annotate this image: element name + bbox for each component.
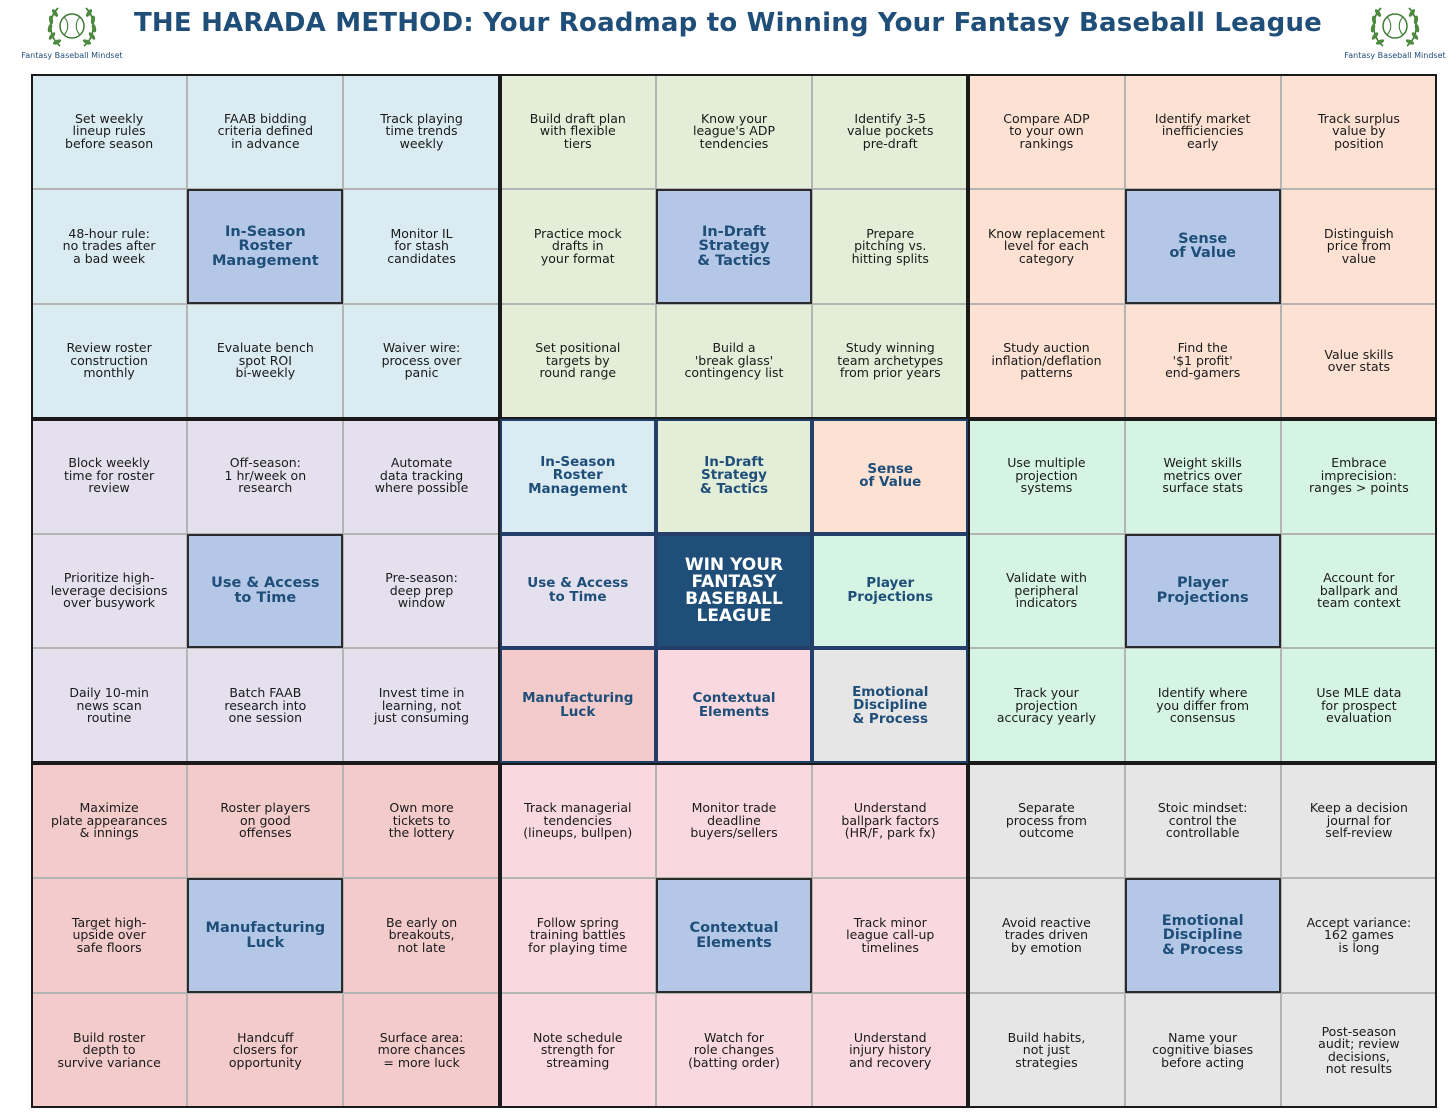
action-cell: Daily 10-min news scan routine <box>31 648 188 764</box>
action-cell: Use multiple projection systems <box>968 418 1125 534</box>
action-cell: Name your cognitive biases before acting <box>1124 993 1281 1108</box>
center-category-cell: Manufacturing Luck <box>499 648 656 764</box>
center-category-cell: Player Projections <box>812 533 969 649</box>
baseball-laurel-icon <box>1370 7 1420 47</box>
page-title: THE HARADA METHOD: Your Roadmap to Winni… <box>133 8 1323 38</box>
action-cell: Weight skills metrics over surface stats <box>1124 418 1281 534</box>
action-cell: Find the '$1 profit' end-gamers <box>1124 303 1281 419</box>
action-cell: Roster players on good offenses <box>187 763 344 879</box>
action-cell: Review roster construction monthly <box>31 303 188 419</box>
action-cell: Identify market inefficiencies early <box>1124 74 1281 189</box>
action-cell: Distinguish price from value <box>1280 188 1437 304</box>
action-cell: Pre-season: deep prep window <box>343 533 500 649</box>
action-cell: Validate with peripheral indicators <box>968 533 1125 649</box>
action-cell: Build habits, not just strategies <box>968 993 1125 1108</box>
action-cell: Identify where you differ from consensus <box>1124 648 1281 764</box>
harada-grid: Set weekly lineup rules before season FAA… <box>31 74 1437 1108</box>
main-goal-cell: WIN YOUR FANTASY BASEBALL LEAGUE <box>655 533 813 649</box>
action-cell: Compare ADP to your own rankings <box>968 74 1125 189</box>
action-cell: FAAB bidding criteria defined in advance <box>187 74 344 189</box>
logo-text: Fantasy Baseball Mindset <box>21 51 123 60</box>
action-cell: Know replacement level for each category <box>968 188 1125 304</box>
center-category-cell: In-Draft Strategy & Tactics <box>655 418 813 534</box>
logo-text: Fantasy Baseball Mindset <box>1344 51 1446 60</box>
center-category-cell: Use & Access to Time <box>499 533 656 649</box>
center-category-cell: Sense of Value <box>812 418 969 534</box>
action-cell: Practice mock drafts in your format <box>499 188 656 304</box>
action-cell: Follow spring training battles for playi… <box>499 878 656 994</box>
center-category-cell: Contextual Elements <box>655 648 813 764</box>
action-cell: Set weekly lineup rules before season <box>31 74 188 189</box>
category-goal-cell: Use & Access to Time <box>187 533 344 649</box>
category-goal-cell: In-Draft Strategy & Tactics <box>655 188 813 304</box>
category-goal-cell: Manufacturing Luck <box>187 878 344 994</box>
action-cell: Post-season audit; review decisions, not… <box>1280 993 1437 1108</box>
action-cell: Automate data tracking where possible <box>343 418 500 534</box>
action-cell: Track your projection accuracy yearly <box>968 648 1125 764</box>
action-cell: Maximize plate appearances & innings <box>31 763 188 879</box>
action-cell: Be early on breakouts, not late <box>343 878 500 994</box>
action-cell: Track managerial tendencies (lineups, bu… <box>499 763 656 879</box>
center-category-cell: Emotional Discipline & Process <box>812 648 969 764</box>
action-cell: Build a 'break glass' contingency list <box>655 303 813 419</box>
action-cell: Invest time in learning, not just consum… <box>343 648 500 764</box>
action-cell: Avoid reactive trades driven by emotion <box>968 878 1125 994</box>
logo-left: Fantasy Baseball Mindset <box>17 2 127 64</box>
action-cell: Track playing time trends weekly <box>343 74 500 189</box>
action-cell: Prepare pitching vs. hitting splits <box>812 188 969 304</box>
action-cell: Separate process from outcome <box>968 763 1125 879</box>
action-cell: Surface area: more chances = more luck <box>343 993 500 1108</box>
action-cell: Batch FAAB research into one session <box>187 648 344 764</box>
action-cell: Use MLE data for prospect evaluation <box>1280 648 1437 764</box>
category-goal-cell: In-Season Roster Management <box>187 188 344 304</box>
category-goal-cell: Contextual Elements <box>655 878 813 994</box>
action-cell: Keep a decision journal for self-review <box>1280 763 1437 879</box>
action-cell: Set positional targets by round range <box>499 303 656 419</box>
action-cell: Handcuff closers for opportunity <box>187 993 344 1108</box>
action-cell: Account for ballpark and team context <box>1280 533 1437 649</box>
action-cell: Study auction inflation/deflation patter… <box>968 303 1125 419</box>
action-cell: Watch for role changes (batting order) <box>655 993 813 1108</box>
category-goal-cell: Emotional Discipline & Process <box>1124 878 1281 994</box>
action-cell: Track minor league call-up timelines <box>812 878 969 994</box>
action-cell: Accept variance: 162 games is long <box>1280 878 1437 994</box>
action-cell: Embrace imprecision: ranges > points <box>1280 418 1437 534</box>
action-cell: Understand injury history and recovery <box>812 993 969 1108</box>
action-cell: Build draft plan with flexible tiers <box>499 74 656 189</box>
action-cell: Off-season: 1 hr/week on research <box>187 418 344 534</box>
header: Fantasy Baseball Mindset THE HARADA METH… <box>0 0 1456 72</box>
category-goal-cell: Player Projections <box>1124 533 1281 649</box>
baseball-laurel-icon <box>47 7 97 47</box>
logo-right: Fantasy Baseball Mindset <box>1340 2 1450 64</box>
action-cell: Study winning team archetypes from prior… <box>812 303 969 419</box>
action-cell: Stoic mindset: control the controllable <box>1124 763 1281 879</box>
action-cell: Monitor trade deadline buyers/sellers <box>655 763 813 879</box>
center-category-cell: In-Season Roster Management <box>499 418 656 534</box>
action-cell: Waiver wire: process over panic <box>343 303 500 419</box>
action-cell: Track surplus value by position <box>1280 74 1437 189</box>
action-cell: Value skills over stats <box>1280 303 1437 419</box>
action-cell: Note schedule strength for streaming <box>499 993 656 1108</box>
action-cell: Block weekly time for roster review <box>31 418 188 534</box>
action-cell: Prioritize high- leverage decisions over… <box>31 533 188 649</box>
action-cell: Evaluate bench spot ROI bi-weekly <box>187 303 344 419</box>
action-cell: Target high- upside over safe floors <box>31 878 188 994</box>
action-cell: Build roster depth to survive variance <box>31 993 188 1108</box>
action-cell: 48-hour rule: no trades after a bad week <box>31 188 188 304</box>
action-cell: Own more tickets to the lottery <box>343 763 500 879</box>
action-cell: Identify 3-5 value pockets pre-draft <box>812 74 969 189</box>
action-cell: Monitor IL for stash candidates <box>343 188 500 304</box>
category-goal-cell: Sense of Value <box>1124 188 1281 304</box>
action-cell: Understand ballpark factors (HR/F, park … <box>812 763 969 879</box>
action-cell: Know your league's ADP tendencies <box>655 74 813 189</box>
